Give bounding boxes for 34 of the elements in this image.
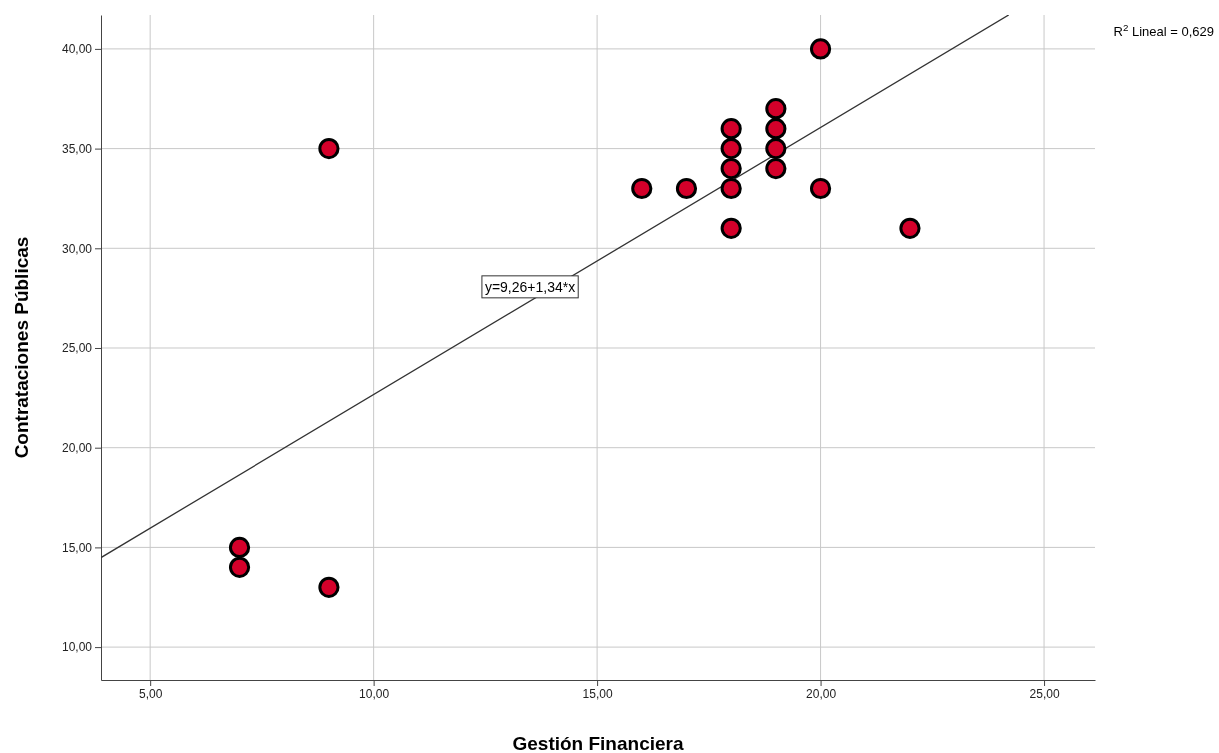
point — [228, 556, 251, 578]
point — [720, 217, 742, 239]
point — [720, 157, 742, 180]
y-tick-label: 35,00 — [61, 141, 93, 156]
point — [899, 217, 921, 239]
point — [765, 138, 787, 160]
point — [228, 536, 251, 558]
point — [720, 138, 742, 160]
annotation: y=9,26+1,34*x — [484, 278, 576, 295]
y-tick-label: 15,00 — [61, 540, 93, 555]
point — [765, 98, 787, 120]
point — [765, 118, 787, 140]
y-tick-label: 20,00 — [61, 441, 93, 456]
y-tick-label: 40,00 — [61, 42, 93, 57]
point — [720, 118, 742, 140]
point — [318, 576, 340, 598]
x-tick-label: 15,00 — [582, 686, 613, 701]
point — [318, 138, 340, 160]
x-axis-title: Gestión Financiera — [512, 733, 684, 753]
y-tick-label: 25,00 — [61, 341, 93, 356]
point — [809, 177, 832, 200]
x-tick-label: 5,00 — [138, 686, 163, 701]
y-axis-title: Contrataciones Públicas — [11, 236, 32, 459]
point — [765, 157, 787, 180]
y-tick-label: 30,00 — [61, 241, 93, 256]
x-tick-label: 25,00 — [1029, 686, 1060, 701]
point — [720, 177, 742, 200]
point — [809, 38, 832, 60]
point — [675, 177, 698, 200]
y-tick-label: 10,00 — [61, 640, 93, 655]
text: R$^{2}$ Lineal = 0,629 — [1113, 21, 1214, 39]
x-tick-label: 10,00 — [359, 686, 390, 701]
x-tick-label: 20,00 — [806, 686, 837, 701]
point — [631, 177, 653, 200]
